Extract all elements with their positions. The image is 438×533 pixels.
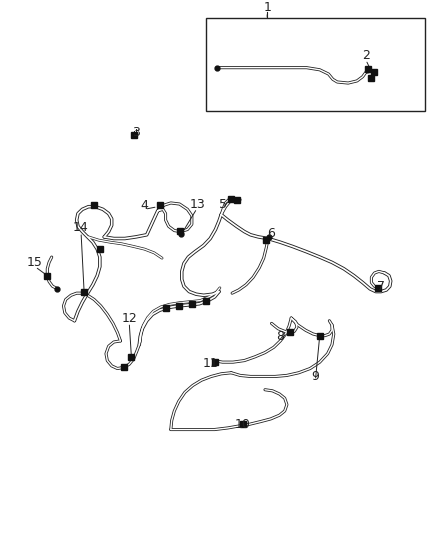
Text: 15: 15: [27, 256, 43, 269]
Text: 13: 13: [189, 198, 205, 211]
Text: 2: 2: [362, 49, 370, 62]
Text: 3: 3: [132, 126, 140, 139]
Text: 6: 6: [268, 227, 276, 240]
Text: 7: 7: [377, 280, 385, 293]
Text: 12: 12: [121, 312, 137, 325]
Text: 1: 1: [263, 1, 271, 14]
Text: 10: 10: [235, 418, 251, 431]
Text: 14: 14: [73, 221, 89, 235]
Text: 11: 11: [202, 357, 218, 370]
Bar: [206, 18, 425, 111]
Text: 8: 8: [276, 330, 284, 343]
Text: 5: 5: [219, 198, 227, 211]
Text: 4: 4: [141, 199, 148, 212]
Text: 9: 9: [311, 370, 319, 383]
